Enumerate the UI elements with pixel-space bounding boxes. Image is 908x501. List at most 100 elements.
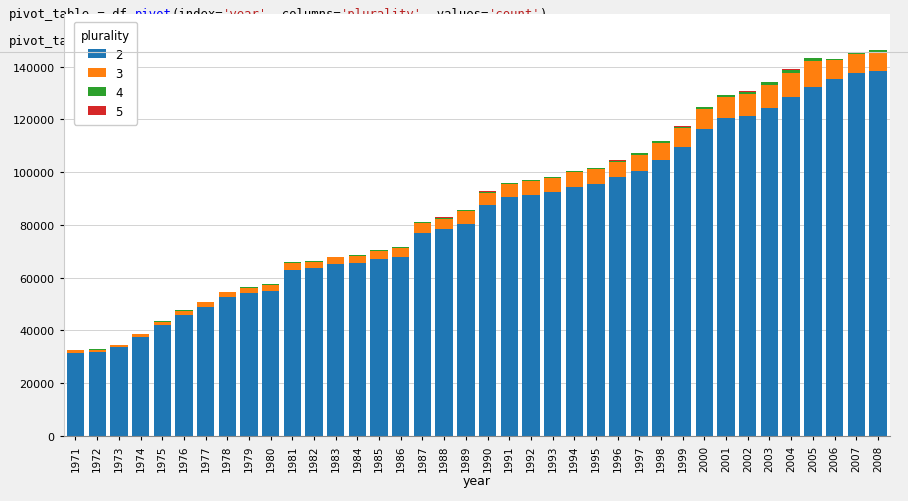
Bar bbox=[349, 256, 366, 264]
Bar bbox=[458, 224, 475, 436]
Bar bbox=[370, 260, 388, 436]
Bar bbox=[88, 352, 106, 436]
Bar bbox=[761, 83, 778, 86]
Bar bbox=[283, 270, 301, 436]
Bar bbox=[414, 223, 431, 224]
Bar bbox=[696, 129, 713, 436]
Bar bbox=[522, 181, 539, 182]
Bar bbox=[587, 185, 605, 436]
Bar bbox=[566, 173, 583, 187]
Bar bbox=[392, 257, 410, 436]
Bar bbox=[327, 257, 344, 258]
Text: 'count': 'count' bbox=[489, 8, 540, 21]
Bar bbox=[479, 192, 496, 193]
Bar bbox=[869, 51, 886, 53]
Bar bbox=[500, 185, 518, 198]
Bar bbox=[219, 298, 236, 436]
Bar bbox=[479, 193, 496, 206]
Bar bbox=[804, 59, 822, 62]
Legend: 2, 3, 4, 5: 2, 3, 4, 5 bbox=[74, 23, 137, 126]
Bar bbox=[262, 291, 280, 436]
Bar bbox=[414, 224, 431, 233]
Bar bbox=[197, 303, 214, 307]
Bar bbox=[241, 294, 258, 436]
Text: pivot_table: pivot_table bbox=[9, 8, 90, 21]
Bar bbox=[522, 182, 539, 195]
Bar bbox=[175, 311, 192, 315]
Text: (index=: (index= bbox=[172, 8, 223, 21]
Bar bbox=[631, 155, 648, 171]
Text: plot: plot bbox=[97, 35, 127, 48]
Bar bbox=[717, 119, 735, 436]
X-axis label: year: year bbox=[463, 474, 490, 487]
Bar bbox=[110, 345, 127, 348]
Bar bbox=[458, 211, 475, 212]
Text: pivot: pivot bbox=[134, 8, 172, 21]
Bar bbox=[696, 108, 713, 110]
Bar bbox=[739, 116, 756, 436]
Bar bbox=[305, 269, 322, 436]
Bar bbox=[500, 198, 518, 436]
Bar bbox=[761, 108, 778, 436]
Bar bbox=[392, 248, 410, 257]
Bar bbox=[652, 142, 670, 144]
Text: 'plurality': 'plurality' bbox=[341, 8, 422, 21]
Bar bbox=[414, 233, 431, 436]
Bar bbox=[717, 98, 735, 119]
Bar bbox=[609, 161, 627, 163]
Bar bbox=[132, 334, 149, 337]
Bar bbox=[67, 353, 84, 436]
Bar bbox=[847, 74, 865, 436]
Bar bbox=[153, 326, 171, 436]
Text: , figsize=(: , figsize=( bbox=[311, 35, 392, 48]
Text: True: True bbox=[282, 35, 311, 48]
Bar bbox=[609, 163, 627, 178]
Bar bbox=[804, 87, 822, 436]
Bar bbox=[587, 168, 605, 170]
Bar bbox=[826, 80, 844, 436]
Text: , values=: , values= bbox=[422, 8, 489, 21]
Bar bbox=[241, 288, 258, 294]
Text: = df.: = df. bbox=[90, 8, 134, 21]
Bar bbox=[696, 110, 713, 129]
Bar bbox=[739, 95, 756, 116]
Bar bbox=[674, 127, 691, 129]
Bar bbox=[262, 285, 280, 286]
Bar bbox=[739, 92, 756, 95]
Text: ): ) bbox=[540, 8, 548, 21]
Bar bbox=[826, 60, 844, 61]
Bar bbox=[544, 179, 561, 192]
Bar bbox=[717, 96, 735, 98]
Bar bbox=[587, 170, 605, 185]
Bar bbox=[283, 264, 301, 270]
Bar bbox=[783, 71, 800, 74]
Bar bbox=[327, 258, 344, 265]
Bar bbox=[566, 172, 583, 173]
Bar bbox=[370, 252, 388, 260]
Bar bbox=[783, 98, 800, 436]
Bar bbox=[500, 184, 518, 185]
Bar bbox=[652, 144, 670, 161]
Bar bbox=[652, 161, 670, 436]
Bar bbox=[175, 315, 192, 436]
Text: ));: )); bbox=[429, 35, 451, 48]
Bar bbox=[522, 195, 539, 436]
Bar bbox=[674, 129, 691, 148]
Bar bbox=[761, 86, 778, 108]
Bar bbox=[479, 206, 496, 436]
Bar bbox=[110, 348, 127, 436]
Text: pivot_table.: pivot_table. bbox=[9, 35, 97, 48]
Bar bbox=[609, 178, 627, 436]
Bar bbox=[674, 148, 691, 436]
Bar bbox=[349, 264, 366, 436]
Bar bbox=[804, 62, 822, 87]
Bar bbox=[67, 351, 84, 353]
Text: (kind=: (kind= bbox=[127, 35, 172, 48]
Bar bbox=[132, 337, 149, 436]
Text: 15, 7: 15, 7 bbox=[392, 35, 429, 48]
Bar bbox=[327, 265, 344, 436]
Bar bbox=[631, 154, 648, 155]
Bar bbox=[847, 55, 865, 74]
Bar bbox=[631, 171, 648, 436]
Bar bbox=[153, 322, 171, 326]
